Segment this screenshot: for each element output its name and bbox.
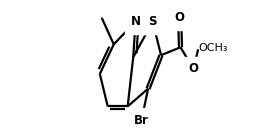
Text: S: S xyxy=(149,15,157,28)
Text: O: O xyxy=(175,11,185,24)
Text: OCH₃: OCH₃ xyxy=(199,43,228,53)
Text: Br: Br xyxy=(134,114,149,127)
Text: N: N xyxy=(131,15,141,28)
Text: O: O xyxy=(188,62,199,76)
